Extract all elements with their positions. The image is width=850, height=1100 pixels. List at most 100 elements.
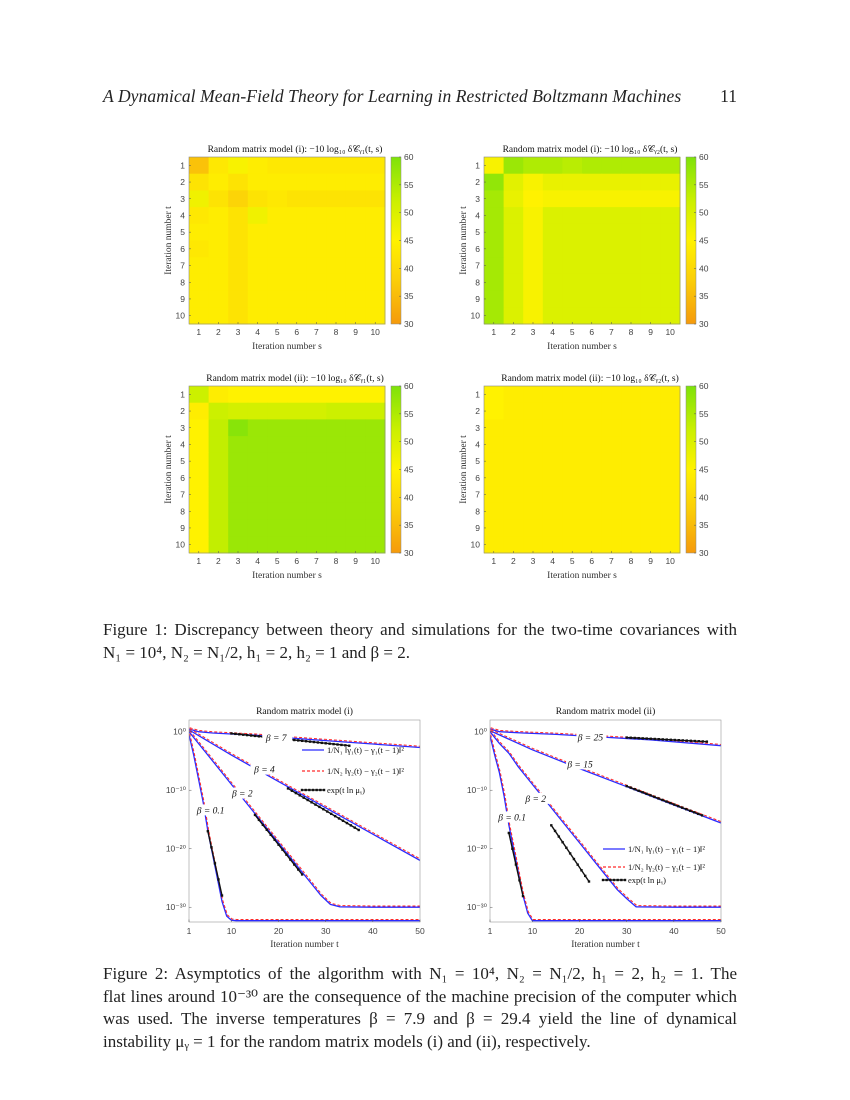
heatmap-cell	[542, 469, 563, 487]
heatmap-cell	[189, 519, 210, 537]
heatmap-cell	[365, 386, 386, 404]
heatmap-cell	[660, 290, 681, 308]
heatmap-cell	[267, 436, 288, 454]
series-gamma2-curve	[189, 730, 420, 907]
asymptote-marker	[312, 740, 316, 744]
legend-marker	[304, 788, 307, 792]
asymptote-marker	[697, 740, 701, 743]
curve-label-background	[521, 792, 552, 804]
running-title: A Dynamical Mean-Field Theory for Learni…	[103, 86, 682, 106]
heatmap-cell	[287, 223, 308, 241]
heatmap-cell	[326, 157, 347, 175]
heatmap-cell	[365, 207, 386, 225]
page-number: 11	[720, 86, 737, 106]
y-tick-label: 10⁻³⁰	[467, 902, 488, 912]
line-chart-1: β = 7 β = 4 β = 2 β = 0.1 1 10 20 30 40 50 10⁰ 10⁻¹…	[166, 706, 425, 950]
asymptote-marker	[281, 848, 284, 851]
heatmap-cell	[640, 436, 661, 454]
heatmap-cell	[306, 419, 327, 437]
legend-marker	[609, 878, 612, 882]
legend-marker	[620, 878, 623, 882]
heatmap-cell	[306, 519, 327, 537]
y-tick-label: 7	[475, 261, 480, 271]
asymptote-marker	[511, 847, 514, 850]
x-tick-label: 9	[353, 556, 358, 566]
x-tick-label: 50	[716, 926, 726, 936]
plot-background	[490, 720, 721, 922]
heatmap-cell	[267, 157, 288, 175]
heatmap-cell	[306, 386, 327, 404]
heatmap-cell	[562, 223, 583, 241]
asymptote-marker	[693, 811, 696, 814]
asymptote-marker	[293, 863, 296, 866]
heatmap-cell	[503, 257, 524, 275]
heatmap-cell	[562, 452, 583, 470]
curve-label-background	[576, 731, 607, 743]
heatmap-cell	[345, 486, 366, 504]
heatmap-cell	[326, 402, 347, 420]
series-gamma1-curve	[490, 731, 721, 908]
heatmap-cell	[345, 157, 366, 175]
colorbar-tick-label: 35	[699, 291, 709, 301]
heatmap-cell	[503, 469, 524, 487]
heatmap-cell	[503, 273, 524, 292]
asymptote-marker	[673, 803, 676, 806]
heatmap-cell	[660, 240, 681, 258]
x-tick-label: 10	[227, 926, 237, 936]
heatmap-cell	[189, 536, 210, 554]
x-tick-label: 10	[528, 926, 538, 936]
heatmap-cell	[345, 240, 366, 258]
heatmap-cell	[326, 486, 347, 504]
heatmap-cell	[306, 469, 327, 487]
y-tick-label: 10⁻¹⁰	[166, 785, 187, 795]
heatmap-cell	[267, 452, 288, 470]
legend-label: 1/N₁ ‖γ₁(t) − γ₁(t − 1)‖²	[327, 745, 404, 755]
heatmap-cell	[189, 190, 210, 208]
heatmap-cell	[660, 273, 681, 292]
y-tick-label: 3	[475, 423, 480, 433]
y-axis-label: Iteration number t	[459, 435, 469, 504]
legend-label: exp(t ln μᵧ)	[628, 875, 666, 886]
heatmap-cell	[582, 386, 603, 404]
heatmap-cell	[345, 452, 366, 470]
heatmap-cell	[660, 173, 681, 191]
heatmap-cell	[640, 469, 661, 487]
x-tick-label: 1	[196, 556, 201, 566]
heatmap-cell	[660, 486, 681, 504]
heatmap-cell	[208, 469, 229, 487]
heatmap-cell	[621, 536, 642, 554]
curve-label-background	[196, 804, 227, 816]
heatmap-cell	[542, 519, 563, 537]
heatmap-cell	[208, 223, 229, 241]
heatmap-cell	[208, 402, 229, 420]
y-tick-label: 10	[471, 540, 481, 550]
asymptote-marker	[300, 739, 304, 743]
heatmap-cell	[660, 469, 681, 487]
heatmap-cell	[562, 173, 583, 191]
heatmap-cell	[228, 307, 249, 325]
colorbar-tick-label: 30	[699, 548, 709, 558]
asymptote-marker	[553, 829, 557, 833]
y-tick-label: 5	[475, 456, 480, 466]
heatmap-cell	[640, 486, 661, 504]
heatmap-cell	[228, 519, 249, 537]
heatmap-cell	[484, 223, 505, 241]
heatmap-cell	[523, 452, 544, 470]
x-tick-label: 8	[334, 327, 339, 337]
heatmap-cell	[582, 469, 603, 487]
x-tick-label: 1	[196, 327, 201, 337]
heatmap-cell	[660, 402, 681, 420]
heatmap-cell	[621, 207, 642, 225]
asymptote-marker	[557, 835, 561, 838]
heatmap-cell	[484, 419, 505, 437]
colorbar-tick-label: 55	[699, 409, 709, 419]
caption-line: N₁ = 10⁴, N₂ = N₁/2, h₁ = 2, h₂ = 1 and …	[103, 642, 410, 662]
heatmap-cell	[601, 519, 622, 537]
curve-label: β = 2	[524, 795, 546, 805]
colorbar-tick-label: 35	[404, 520, 414, 530]
heatmap-cell	[601, 469, 622, 487]
y-tick-label: 10⁻²⁰	[467, 844, 488, 854]
y-tick-label: 7	[475, 490, 480, 500]
heatmap-cell	[247, 273, 268, 292]
